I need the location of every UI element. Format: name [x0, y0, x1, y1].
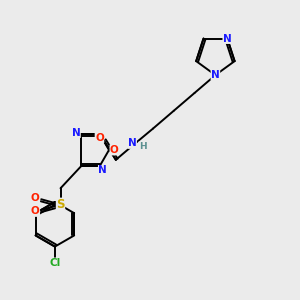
Text: N: N [211, 70, 220, 80]
Text: Cl: Cl [49, 258, 61, 268]
Text: N: N [98, 165, 107, 176]
Text: O: O [110, 145, 119, 155]
Text: S: S [56, 198, 65, 211]
Text: O: O [31, 206, 40, 216]
Text: N: N [128, 139, 136, 148]
Text: O: O [31, 193, 40, 203]
Text: N: N [223, 34, 232, 44]
Text: N: N [72, 128, 80, 138]
Text: O: O [95, 133, 104, 142]
Text: H: H [139, 142, 146, 151]
